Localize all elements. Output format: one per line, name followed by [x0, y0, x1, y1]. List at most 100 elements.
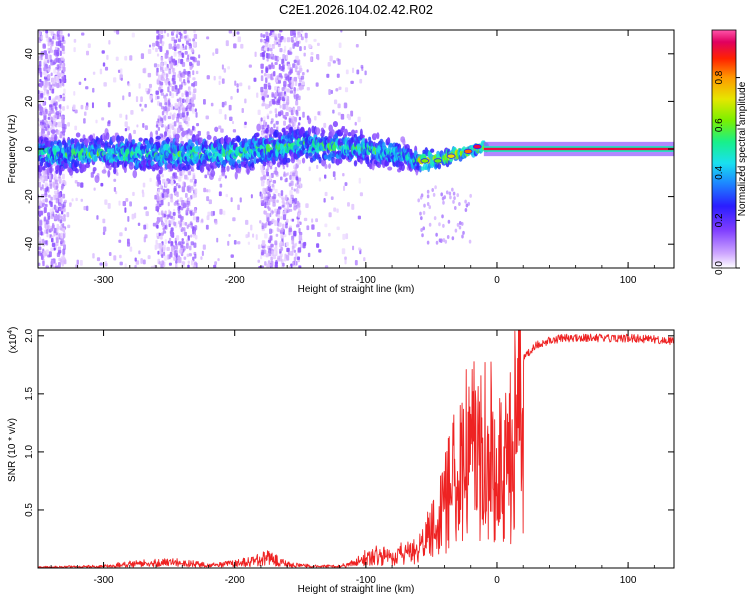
spectrogram-cell — [274, 170, 279, 176]
spectrogram-speckle — [44, 53, 48, 60]
spectrogram-speckle — [171, 245, 174, 252]
spectrogram-speckle — [228, 233, 231, 237]
spectrogram-speckle — [224, 114, 227, 120]
spectrogram-speckle — [240, 43, 244, 49]
spectrogram-speckle — [38, 251, 41, 257]
spectrogram-speckle — [53, 68, 57, 74]
spectrogram-speckle — [165, 93, 169, 97]
spectrogram-speckle — [60, 232, 64, 239]
spectrogram-cell — [251, 162, 255, 168]
spectrogram-cell — [226, 165, 230, 172]
spectrogram-speckle — [324, 191, 328, 197]
spectrogram-speckle — [360, 64, 364, 69]
spectrogram-cell — [54, 134, 58, 141]
spectrogram-speckle — [48, 121, 52, 126]
spectrogram-speckle — [289, 208, 293, 212]
spectrogram-speckle — [200, 256, 203, 260]
spectrogram-speckle — [298, 116, 302, 121]
spectrogram-speckle — [303, 217, 308, 222]
colorbar-label: Normalized spectral amplitude — [737, 81, 748, 216]
spectrogram-speckle — [99, 68, 103, 75]
spectrogram-speckle — [269, 47, 273, 52]
spectrogram-speckle — [158, 120, 163, 126]
spectrogram-speckle — [295, 176, 299, 181]
spectrogram-speckle — [163, 61, 167, 66]
spectrogram-speckle — [57, 129, 60, 135]
spectrogram-speckle — [161, 254, 164, 259]
spectrogram-speckle — [50, 238, 54, 243]
spectrogram-speckle — [269, 110, 273, 114]
spectrogram-speckle — [288, 117, 291, 123]
spectrogram-speckle — [336, 208, 339, 213]
spectrogram-speckle — [284, 253, 287, 260]
spectrogram-speckle — [221, 64, 224, 70]
spectrogram-speckle — [181, 111, 185, 118]
spectrogram-speckle — [53, 173, 57, 177]
spectrogram-speckle — [181, 220, 185, 226]
spectrogram-speckle — [247, 241, 251, 245]
spectrogram-speckle — [296, 219, 300, 226]
spectrogram-speckle — [49, 208, 54, 214]
spectrogram-cell — [187, 164, 191, 170]
spectrogram-speckle — [148, 95, 153, 100]
spectrogram-speckle — [184, 35, 187, 39]
spectrogram-speckle — [266, 36, 270, 42]
spectrogram-speckle — [62, 248, 66, 255]
spectrogram-speckle — [274, 86, 278, 91]
spectrogram-speckle — [306, 69, 309, 73]
spectrogram-tail — [458, 221, 462, 226]
spectrogram-tail — [453, 205, 457, 210]
spectrogram-speckle — [196, 122, 200, 127]
spectrogram-speckle — [61, 119, 65, 124]
spectrogram-speckle — [162, 244, 166, 251]
spectrogram-speckle — [179, 247, 183, 253]
spectrogram-speckle — [62, 96, 66, 102]
spectrogram-speckle — [47, 47, 50, 52]
spectrogram-speckle — [292, 30, 296, 36]
spectrogram-speckle — [298, 212, 301, 218]
spectrogram-speckle — [164, 106, 167, 112]
spectrogram-speckle — [73, 38, 77, 43]
spectrogram-speckle — [41, 125, 45, 129]
spectrogram-speckle — [260, 63, 264, 69]
spectrogram-speckle — [190, 98, 194, 104]
spectrogram-cell — [238, 163, 242, 169]
spectrogram-speckle — [292, 261, 295, 267]
spectrogram-speckle — [274, 35, 277, 40]
spectrogram-speckle — [166, 32, 170, 37]
spectrogram-speckle — [63, 244, 66, 250]
spectrogram-speckle — [206, 215, 210, 221]
spectrogram-speckle — [40, 93, 44, 99]
spectrogram-speckle — [92, 87, 95, 93]
spectrogram-speckle — [152, 46, 155, 50]
spectrogram-speckle — [183, 182, 186, 188]
spectrogram-tail — [452, 199, 455, 204]
spectrogram-speckle — [230, 254, 234, 258]
spectrogram-speckle — [276, 227, 279, 232]
spectrogram-speckle — [55, 185, 58, 190]
spectrogram-speckle — [40, 231, 43, 236]
spectrogram-cell — [368, 163, 373, 170]
spectrogram-speckle — [260, 47, 264, 52]
spectrogram-speckle — [185, 45, 188, 50]
spectrogram-tail — [460, 221, 464, 226]
spectrogram-speckle — [124, 207, 127, 213]
spectrogram-speckle — [306, 86, 310, 91]
spectrogram-speckle — [300, 36, 304, 41]
spectrogram-speckle — [187, 80, 190, 84]
spectrogram-speckle — [103, 82, 107, 87]
y-tick-label: 1.0 — [24, 445, 35, 459]
spectrogram-cell — [246, 168, 250, 175]
spectrogram-speckle — [155, 130, 159, 135]
spectrogram-speckle — [298, 32, 302, 38]
spectrogram-speckle — [51, 134, 55, 138]
spectrogram-speckle — [190, 187, 194, 191]
spectrogram-cell — [199, 164, 205, 173]
spectrogram-speckle — [45, 264, 49, 268]
spectrogram-speckle — [183, 227, 186, 232]
spectrogram-speckle — [328, 212, 332, 218]
spectrogram-speckle — [170, 104, 174, 111]
spectrogram-cell — [119, 135, 125, 142]
spectrogram-speckle — [167, 86, 170, 93]
spectrogram-speckle — [45, 219, 49, 225]
